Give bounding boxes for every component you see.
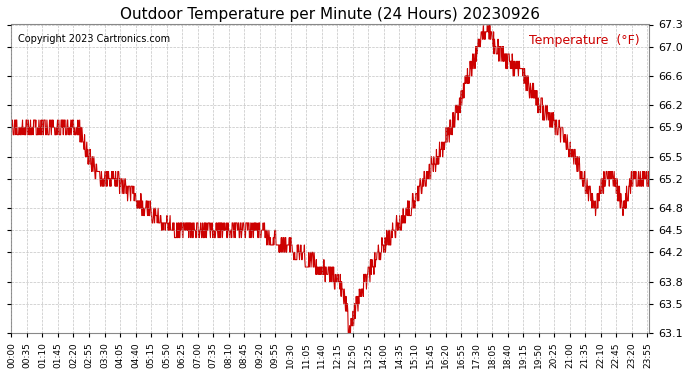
Temperature  (°F) <box>221 220 229 225</box>
Temperature  (°F) <box>483 15 491 20</box>
Temperature  (°F) <box>346 338 354 343</box>
Temperature  (°F) <box>134 206 142 210</box>
Temperature  (°F) <box>514 66 522 71</box>
Temperature  (°F) <box>8 125 16 130</box>
Temperature  (°F) <box>645 169 653 174</box>
Title: Outdoor Temperature per Minute (24 Hours) 20230926: Outdoor Temperature per Minute (24 Hours… <box>120 7 540 22</box>
Temperature  (°F) <box>570 147 578 152</box>
Temperature  (°F) <box>430 162 438 166</box>
Temperature  (°F) <box>149 213 157 218</box>
Legend: Temperature  (°F): Temperature (°F) <box>524 30 644 52</box>
Text: Copyright 2023 Cartronics.com: Copyright 2023 Cartronics.com <box>18 34 170 44</box>
Line: Temperature  (°F): Temperature (°F) <box>12 17 649 340</box>
